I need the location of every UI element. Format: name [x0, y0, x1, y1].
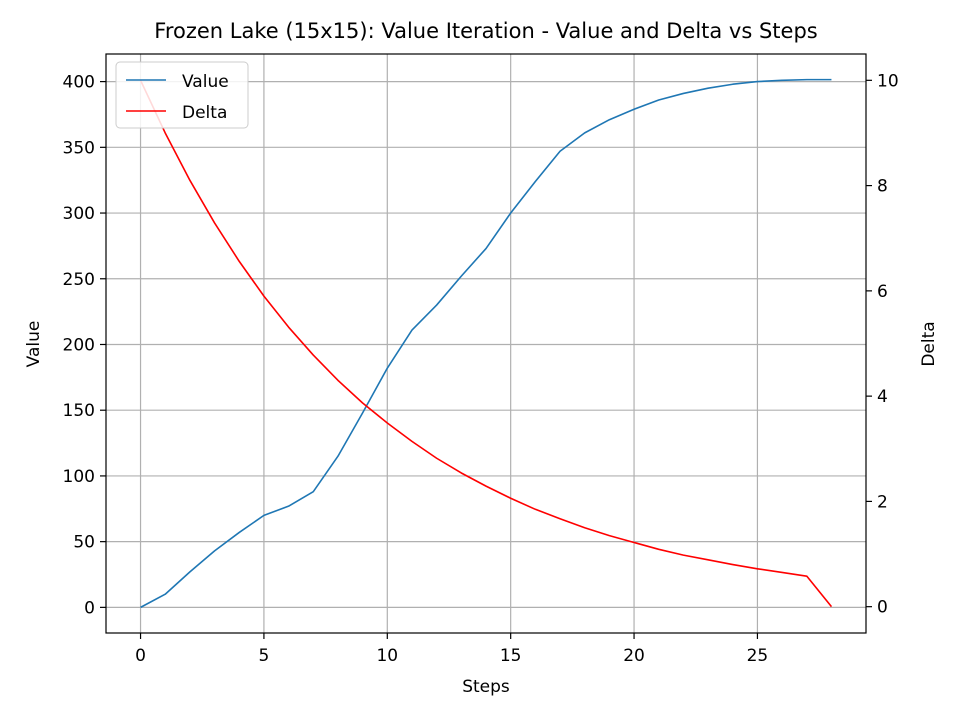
y2-tick-label: 8: [877, 177, 888, 197]
x-tick-label: 0: [135, 646, 146, 666]
y-tick-label: 400: [63, 73, 95, 93]
y-tick-label: 100: [63, 467, 95, 487]
y2-axis-ticks: 0 2 4 6 8 10: [866, 71, 899, 618]
y-tick-label: 150: [63, 401, 95, 421]
y-tick-label: 250: [63, 270, 95, 290]
plot-lines: [139, 78, 833, 609]
x-axis-ticks: 0 5 10 15 20 25: [135, 633, 768, 666]
y2-tick-label: 10: [877, 71, 899, 91]
y-tick-label: 0: [84, 598, 95, 618]
y2-tick-label: 6: [877, 282, 888, 302]
y-tick-label: 50: [73, 533, 95, 553]
grid: [106, 54, 866, 633]
series-line-value: [140, 78, 832, 609]
plot-frame: [105, 53, 867, 634]
y-axis-ticks: 0 50 100 150 200 250 300 350 400: [63, 73, 106, 618]
x-axis-label: Steps: [462, 677, 510, 697]
legend: Value Delta: [115, 61, 249, 129]
y-axis-label: Value: [24, 321, 44, 368]
chart-title: Frozen Lake (15x15): Value Iteration - V…: [154, 19, 817, 43]
y-tick-label: 200: [63, 335, 95, 355]
x-tick-label: 25: [747, 646, 769, 666]
series-line-delta: [139, 79, 833, 608]
y2-tick-label: 2: [877, 492, 888, 512]
x-tick-label: 15: [500, 646, 522, 666]
y2-axis-label: Delta: [919, 321, 939, 366]
y-tick-label: 350: [63, 138, 95, 158]
x-tick-label: 10: [376, 646, 398, 666]
x-tick-label: 5: [259, 646, 270, 666]
x-tick-label: 20: [623, 646, 645, 666]
legend-label-value: Value: [182, 72, 229, 92]
y2-tick-label: 0: [877, 598, 888, 618]
y2-tick-label: 4: [877, 387, 888, 407]
y-tick-label: 300: [63, 204, 95, 224]
legend-label-delta: Delta: [182, 103, 227, 123]
